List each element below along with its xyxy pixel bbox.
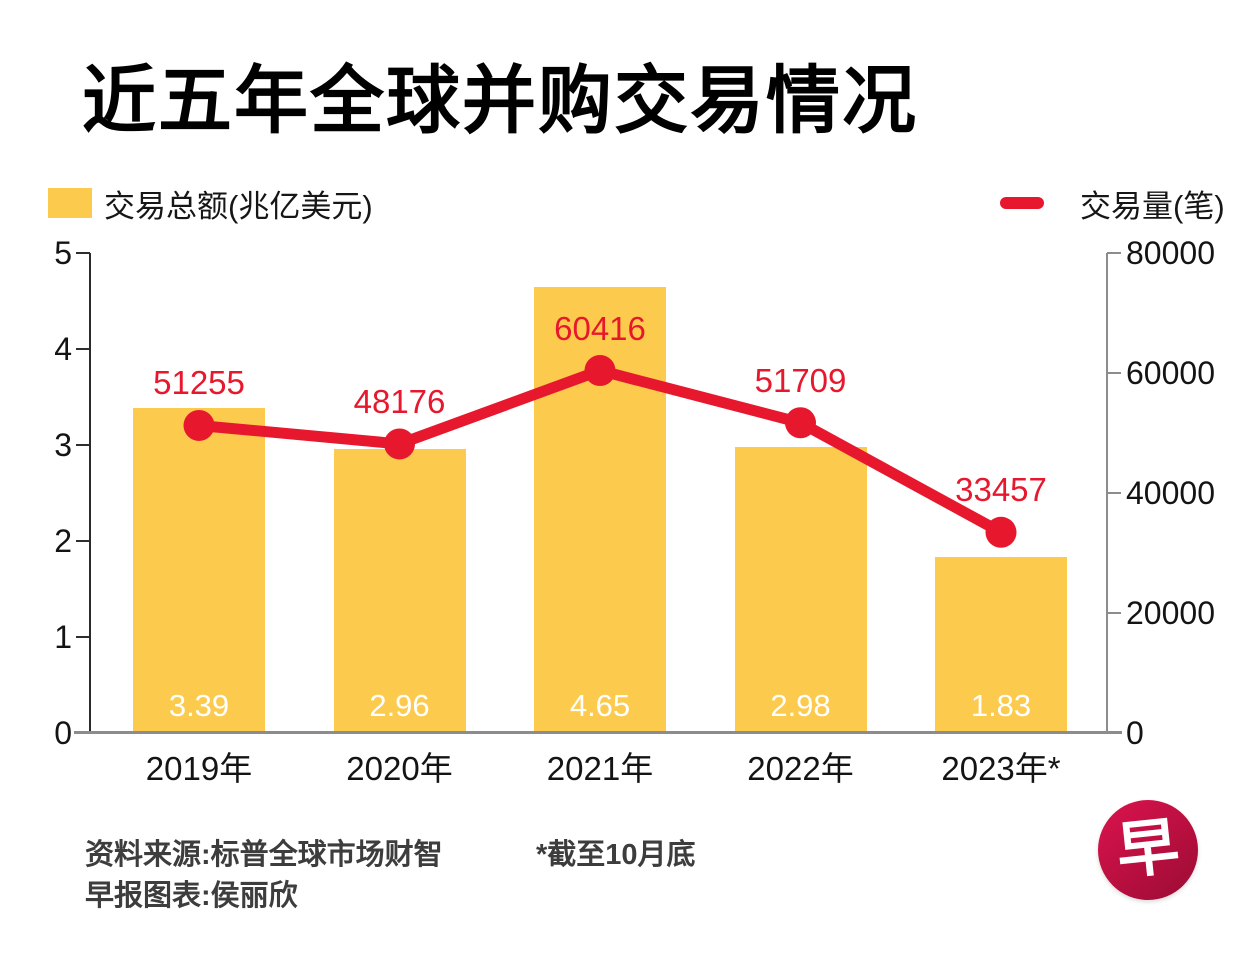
credit-text: 早报图表:侯丽欣 — [85, 880, 298, 912]
line-point — [785, 407, 816, 439]
zaobao-logo: 早 — [1098, 800, 1198, 900]
footnote-text: *截至10月底 — [536, 839, 696, 871]
left-axis-tick-mark — [76, 540, 90, 542]
bar — [935, 557, 1067, 732]
legend-line-series: 交易量(笔) — [1000, 184, 1225, 224]
y-axis-tick-label-left: 1 — [54, 619, 72, 655]
right-axis-tick-mark — [1107, 252, 1121, 254]
bar-value-label: 1.83 — [970, 688, 1032, 723]
y-axis-tick-label-left: 3 — [54, 427, 72, 463]
bar-value-label: 2.98 — [770, 688, 831, 723]
bar-legend-swatch-icon — [48, 188, 92, 218]
axis-line-right — [1106, 253, 1108, 733]
x-axis-label: 2022年 — [747, 750, 854, 787]
bar-value-label: 3.39 — [168, 688, 230, 723]
line-point-label: 51255 — [153, 364, 245, 402]
y-axis-tick-label-left: 4 — [54, 331, 72, 367]
right-axis-tick-mark — [1107, 612, 1121, 614]
right-axis-tick-mark — [1107, 492, 1121, 494]
line-point-label: 51709 — [754, 361, 847, 399]
left-axis-tick-mark — [76, 636, 90, 638]
left-axis-tick-mark — [76, 252, 90, 254]
y-axis-tick-label-right: 20000 — [1126, 595, 1215, 631]
y-axis-tick-label-right: 80000 — [1126, 235, 1215, 271]
source-text: 资料来源:标普全球市场财智 — [85, 839, 443, 871]
line-legend-label: 交易量(笔) — [1080, 188, 1225, 224]
bar-value-label: 4.65 — [569, 688, 631, 723]
y-axis-tick-label-left: 5 — [54, 235, 72, 271]
line-point-label: 33457 — [955, 471, 1047, 509]
line-point — [985, 516, 1017, 548]
y-axis-tick-label-right: 60000 — [1126, 355, 1215, 391]
y-axis-tick-label-left: 2 — [54, 523, 72, 559]
left-axis-tick-mark — [76, 348, 90, 350]
bar-value-label: 2.96 — [369, 688, 430, 723]
y-axis-tick-label-left: 0 — [54, 715, 72, 751]
x-axis-label: 2020年 — [346, 750, 453, 787]
x-axis-label: 2019年 — [145, 750, 253, 787]
right-axis-tick-mark — [1107, 372, 1121, 374]
line-point-label: 48176 — [353, 382, 446, 420]
left-axis-tick-mark — [76, 444, 90, 446]
line-point-label: 60416 — [554, 309, 646, 347]
bar-legend-label: 交易总额(兆亿美元) — [104, 188, 373, 224]
axis-line-left — [89, 253, 91, 733]
x-axis-label: 2021年 — [546, 750, 654, 787]
chart-title: 近五年全球并购交易情况 — [82, 59, 918, 142]
line-legend-swatch-icon — [1000, 197, 1044, 209]
x-axis-label: 2023年* — [941, 750, 1061, 787]
y-axis-tick-label-right: 40000 — [1126, 475, 1215, 511]
bar — [534, 286, 666, 732]
zaobao-logo-character: 早 — [1113, 811, 1183, 888]
axis-baseline — [74, 731, 1122, 734]
bar — [133, 407, 265, 732]
legend-bar-series: 交易总额(兆亿美元) — [48, 184, 373, 224]
y-axis-tick-label-right: 0 — [1126, 715, 1144, 751]
